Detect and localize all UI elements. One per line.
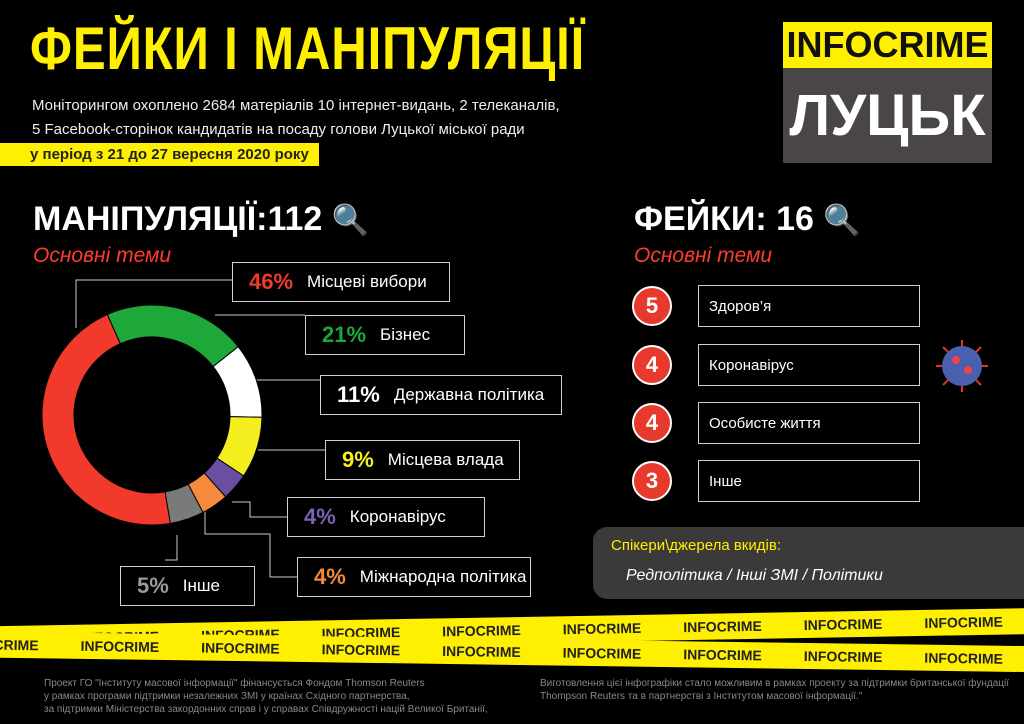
data-label: 21% xyxy=(322,322,367,347)
data-label: 46% xyxy=(249,269,294,294)
subtitle-line: 5 Facebook-сторінок кандидатів на посаду… xyxy=(32,121,525,138)
category-label: Міжнародна політика xyxy=(359,567,527,586)
fake-item: 3 Інше xyxy=(632,460,920,502)
footer-line: Виготовлення цієї інфографіки стало можл… xyxy=(540,678,1009,689)
category-label: Коронавірус xyxy=(349,507,446,526)
connector-line xyxy=(75,279,232,328)
legend-box: 4% Міжнародна політика xyxy=(297,557,531,597)
data-label: 9% xyxy=(342,447,374,472)
themes-label: Основні теми xyxy=(634,244,773,267)
footer-left: Проект ГО "Інституту масової інформації"… xyxy=(44,677,488,716)
data-label: 4% xyxy=(304,504,336,529)
legend-box: 9% Місцева влада xyxy=(325,440,520,480)
data-label: 4% xyxy=(314,564,346,589)
logo-infocrime: INFOCRIME xyxy=(783,22,992,68)
fake-label: Коронавірус xyxy=(698,344,920,386)
donut-slice-1 xyxy=(106,304,239,368)
category-label: Інше xyxy=(182,576,221,595)
legend-box: 5% Інше xyxy=(120,566,255,606)
connector-line xyxy=(232,501,287,518)
footer-line: Thompson Reuters та в партнерстві з Інст… xyxy=(540,691,863,702)
fake-item: 5 Здоров’я xyxy=(632,285,920,327)
fake-count: 4 xyxy=(632,403,672,443)
legend-box: 11% Державна політика xyxy=(320,375,562,415)
category-label: Бізнес xyxy=(380,325,431,344)
fake-item: 4 Коронавірус xyxy=(632,344,920,386)
footer-line: у рамках програми підтримки незалежних З… xyxy=(44,691,410,702)
subtitle-line: Моніторингом охоплено 2684 матеріалів 10… xyxy=(32,97,560,114)
footer-line: Проект ГО "Інституту масової інформації"… xyxy=(44,678,425,689)
magnifier-icon: 🔍 xyxy=(331,204,370,237)
legend-box: 21% Бізнес xyxy=(305,315,465,355)
themes-label: Основні теми xyxy=(33,244,172,267)
virus-icon xyxy=(936,340,988,392)
fake-item: 4 Особисте життя xyxy=(632,402,920,444)
fake-count: 3 xyxy=(632,461,672,501)
legend-box: 4% Коронавірус xyxy=(287,497,485,537)
fake-count: 5 xyxy=(632,286,672,326)
fakes-count: ФЕЙКИ: 16 xyxy=(634,200,814,238)
magnifier-icon: 🔍 xyxy=(823,204,861,237)
fake-count: 4 xyxy=(632,345,672,385)
category-label: Місцеві вибори xyxy=(307,272,427,291)
category-label: Державна політика xyxy=(393,385,545,404)
speakers-value: Редполітика / Інші ЗМІ / Політики xyxy=(626,567,883,584)
fake-label: Інше xyxy=(698,460,920,502)
data-label: 11% xyxy=(337,382,380,407)
footer-line: за підтримки Міністерства закордонних сп… xyxy=(44,704,488,715)
connector-lines xyxy=(75,279,325,578)
tape-text: INFOCRIME INFOCRIME INFOCRIME INFOCRIME … xyxy=(0,636,1024,673)
donut-slice-0 xyxy=(41,313,171,526)
connector-line xyxy=(165,535,178,561)
donut-chart xyxy=(41,279,325,578)
data-label: 5% xyxy=(137,573,169,598)
fake-label: Особисте життя xyxy=(698,402,920,444)
manipulations-count: МАНІПУЛЯЦІЇ:112 xyxy=(33,200,323,238)
speakers-label: Спікери\джерела вкидів: xyxy=(611,537,781,554)
speakers-panel: Спікери\джерела вкидів: Редполітика / Ін… xyxy=(593,527,1024,599)
logo-city: ЛУЦЬК xyxy=(783,68,992,163)
legend-box: 46% Місцеві вибори xyxy=(232,262,450,302)
connector-line xyxy=(204,510,297,578)
fakes-heading: ФЕЙКИ: 16 🔍 xyxy=(634,200,861,239)
manipulations-heading: МАНІПУЛЯЦІЇ:112 🔍 xyxy=(33,200,369,239)
period-badge: у період з 21 до 27 вересня 2020 року xyxy=(0,143,319,166)
page-title: ФЕЙКИ І МАНІПУЛЯЦІЇ xyxy=(30,15,586,82)
footer-right: Виготовлення цієї інфографіки стало можл… xyxy=(540,677,1009,703)
fake-label: Здоров’я xyxy=(698,285,920,327)
category-label: Місцева влада xyxy=(387,450,504,469)
